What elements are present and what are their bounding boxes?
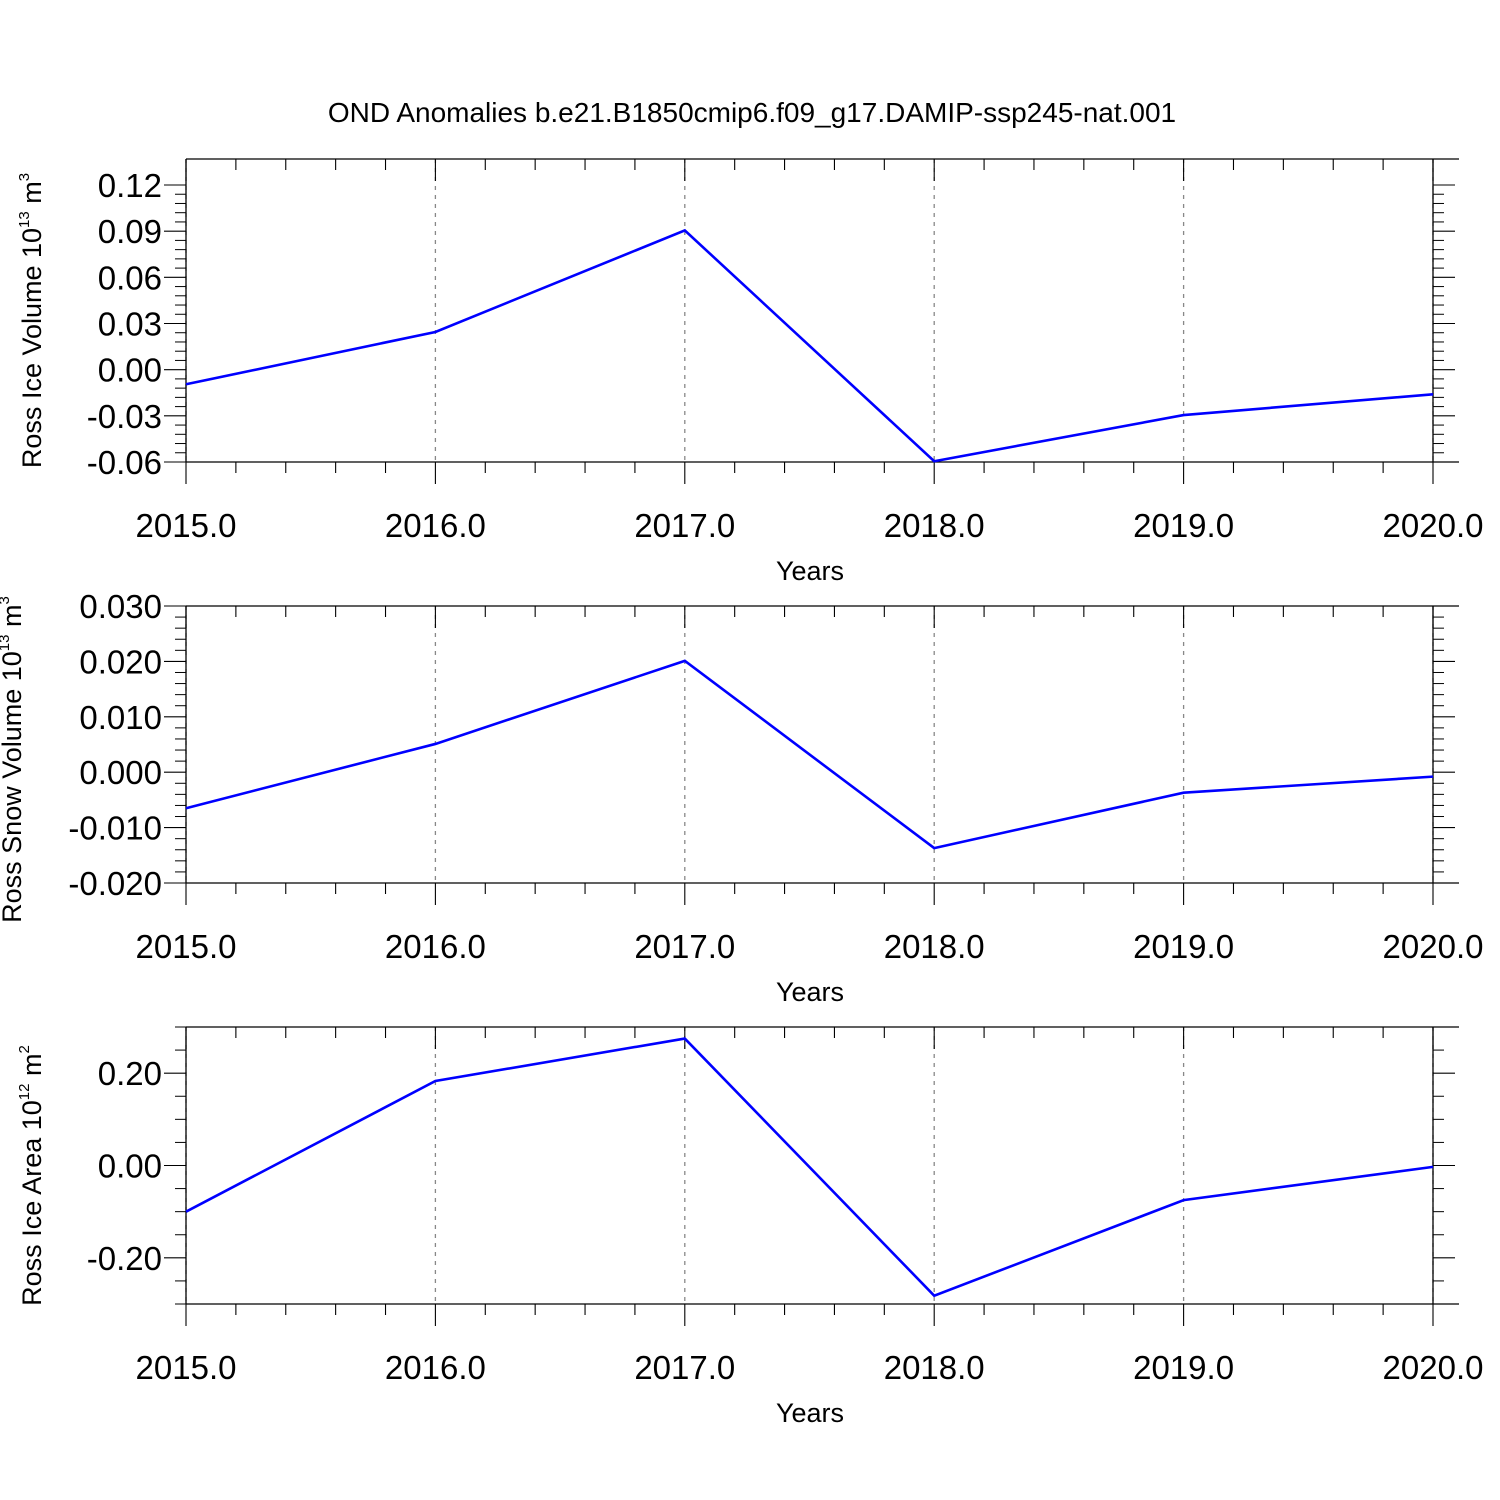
x-tick-label: 2015.0: [136, 928, 237, 965]
x-tick-label: 2017.0: [634, 928, 735, 965]
x-tick-label: 2015.0: [136, 507, 237, 544]
x-tick-label: 2016.0: [385, 507, 486, 544]
y-tick-label: 0.020: [79, 643, 162, 680]
x-tick-label: 2018.0: [884, 1349, 985, 1386]
series-line: [185, 1037, 1434, 1298]
y-tick-label: 0.20: [98, 1055, 162, 1092]
y-axis-label: Ross Ice Area 1012 m2: [16, 1045, 47, 1306]
y-tick-label: -0.06: [87, 444, 162, 481]
x-tick-label: 2020.0: [1383, 1349, 1484, 1386]
y-tick-label: 0.03: [98, 306, 162, 343]
y-tick-label: -0.020: [68, 865, 162, 902]
y-tick-label: -0.010: [68, 810, 162, 847]
panel-2: 0.030 0.020 0.010 0.000 -0.010 -0.020 2015.0 20…: [0, 588, 1483, 1007]
x-tick-label: 2016.0: [385, 1349, 486, 1386]
chart-title: OND Anomalies b.e21.B1850cmip6.f09_g17.D…: [328, 97, 1176, 128]
y-tick-label: 0.010: [79, 699, 162, 736]
x-axis-label: Years: [776, 977, 844, 1007]
y-tick-label: 0.00: [98, 352, 162, 389]
y-axis-label: Ross Ice Volume 1013 m3: [16, 173, 47, 468]
x-axis-label: Years: [776, 1398, 844, 1428]
y-tick-label: -0.03: [87, 398, 162, 435]
x-tick-label: 2018.0: [884, 507, 985, 544]
panel-1: 0.12 0.09 0.06 0.03 0.00 -0.03 -0.06 2015.0 2016…: [16, 158, 1484, 586]
series-line: [185, 659, 1434, 850]
x-tick-label: 2015.0: [136, 1349, 237, 1386]
x-tick-label: 2018.0: [884, 928, 985, 965]
y-tick-label: 0.030: [79, 588, 162, 625]
y-tick-label: -0.20: [87, 1240, 162, 1277]
panels: 0.12 0.09 0.06 0.03 0.00 -0.03 -0.06 2015.0 2016…: [0, 158, 1484, 1428]
y-tick-label: 0.09: [98, 213, 162, 250]
x-tick-label: 2019.0: [1133, 507, 1234, 544]
x-tick-label: 2019.0: [1133, 928, 1234, 965]
panel-3: 0.20 0.00 -0.20 2015.0 2016.0 2017.0 2018.0 201…: [16, 1026, 1484, 1428]
x-tick-label: 2019.0: [1133, 1349, 1234, 1386]
x-tick-label: 2017.0: [634, 1349, 735, 1386]
y-axis-label: Ross Snow Volume 1013 m3: [0, 596, 27, 923]
y-tick-label: 0.12: [98, 167, 162, 204]
x-tick-label: 2016.0: [385, 928, 486, 965]
y-tick-label: 0.06: [98, 259, 162, 296]
x-tick-label: 2017.0: [634, 507, 735, 544]
y-tick-label: 0.000: [79, 754, 162, 791]
series-line: [185, 228, 1434, 463]
x-tick-label: 2020.0: [1383, 928, 1484, 965]
x-tick-label: 2020.0: [1383, 507, 1484, 544]
x-axis-label: Years: [776, 556, 844, 586]
y-tick-label: 0.00: [98, 1148, 162, 1185]
